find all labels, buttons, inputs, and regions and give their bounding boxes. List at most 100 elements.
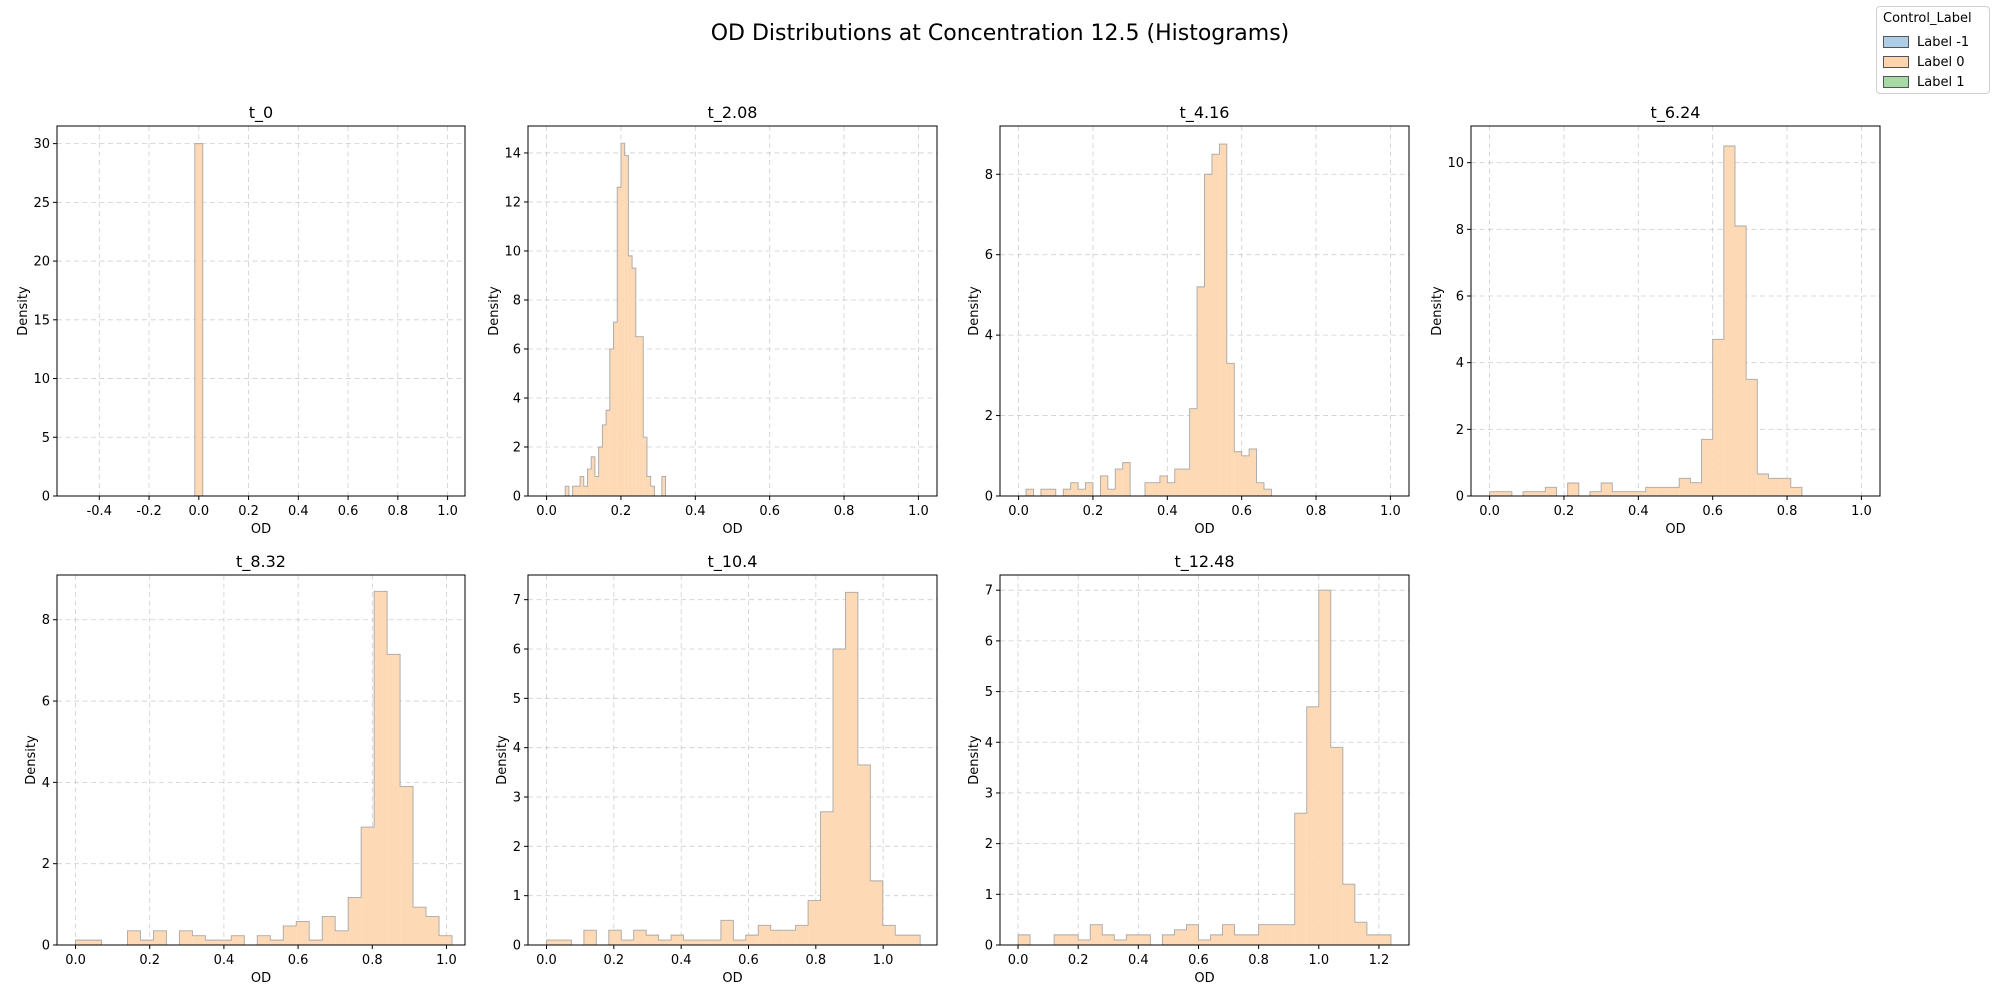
x-axis-label: OD [722, 971, 742, 986]
y-tick-label: 12 [504, 195, 521, 210]
histogram-bar [1534, 491, 1546, 496]
y-tick-label: 0 [513, 939, 521, 954]
histogram-bar [348, 897, 362, 945]
x-axis-label: OD [1194, 522, 1214, 537]
x-tick-label: 1.0 [437, 504, 458, 519]
x-axis-label: OD [1665, 522, 1685, 537]
subplot-title: t_6.24 [1651, 103, 1701, 123]
x-tick-label: 0.8 [362, 953, 383, 968]
y-tick-label: 1 [985, 888, 993, 903]
histogram-bar [643, 437, 647, 496]
legend-swatch [1883, 56, 1909, 68]
y-tick-label: 7 [513, 593, 521, 608]
histogram-bar [1234, 451, 1242, 496]
y-tick-label: 10 [33, 372, 50, 387]
histogram-bar [1589, 491, 1602, 496]
histogram-bar [576, 486, 581, 496]
histogram-bar [1779, 478, 1791, 496]
x-tick-label: 0.8 [387, 504, 408, 519]
histogram-bar [1263, 489, 1272, 496]
histogram-bar [635, 336, 640, 496]
x-tick-label: 0.2 [139, 953, 160, 968]
axes-frame [56, 574, 466, 946]
histogram-bar [270, 940, 284, 945]
histogram-bar [808, 900, 821, 945]
histogram-bar [257, 935, 271, 945]
x-tick-label: 0.6 [1188, 953, 1209, 968]
x-axis-label: OD [251, 522, 271, 537]
histogram-bar [770, 930, 784, 945]
histogram-bar [194, 143, 203, 496]
y-tick-label: 2 [513, 440, 521, 455]
y-tick-label: 0 [1456, 490, 1464, 505]
legend-item-label-0: Label 0 [1883, 53, 1964, 71]
histogram-bar [628, 255, 633, 496]
y-tick-label: 8 [513, 293, 521, 308]
x-tick-label: 1.0 [873, 953, 894, 968]
histogram-bar [632, 268, 636, 496]
histogram-bar [1246, 934, 1259, 945]
histogram-bar [671, 935, 684, 945]
histogram-bar [583, 930, 597, 945]
subplot-grid: -0.4 -0.2 0.0 0.2 0.4 0.6 0.8 1.0051015202530t_… [16, 103, 1881, 986]
x-tick-label: 0.8 [1777, 504, 1798, 519]
histogram-bar [783, 930, 796, 945]
histogram-bar [296, 921, 310, 945]
histogram-bar [1489, 491, 1501, 496]
histogram-bar [1623, 491, 1635, 496]
histogram-bar [1162, 934, 1175, 945]
histogram-bar [231, 935, 245, 945]
y-tick-label: 4 [985, 736, 993, 751]
histogram-bar [658, 940, 672, 945]
histogram-bar [88, 940, 102, 945]
x-tick-label: 0.6 [738, 953, 759, 968]
y-tick-label: 2 [42, 857, 50, 872]
histogram-bar [1222, 924, 1235, 945]
y-axis-label: Density [1430, 286, 1445, 336]
y-tick-label: 14 [504, 146, 521, 161]
y-tick-label: 2 [513, 840, 521, 855]
histogram-bar [845, 592, 858, 945]
axes-frame [527, 574, 938, 946]
axes-frame [56, 125, 466, 497]
x-tick-label: -0.4 [87, 504, 112, 519]
histogram-bar [1145, 482, 1153, 496]
histogram-bar [361, 827, 375, 945]
histogram-bar [335, 930, 349, 945]
histogram-bar [613, 322, 618, 496]
axes-frame [527, 125, 938, 497]
histogram-bar [1182, 469, 1190, 496]
y-tick-label: 0 [513, 490, 521, 505]
x-axis-label: OD [722, 522, 742, 537]
histogram-bar [558, 940, 572, 945]
x-tick-label: 0.2 [603, 953, 624, 968]
y-tick-label: 4 [513, 391, 521, 406]
histogram-bar [1198, 939, 1211, 945]
subplot-t_12.48: 0.0 0.2 0.4 0.6 0.8 1.0 1.2 0 1 2 3 4 5 6 7 t_12.48 OD De… [967, 552, 1410, 986]
histogram-bar [413, 907, 427, 945]
histogram-bar [1354, 922, 1367, 945]
histogram-bar [309, 940, 323, 945]
histogram-bar [1294, 813, 1307, 945]
y-axis-label: Density [487, 286, 502, 336]
histogram-bar [1306, 706, 1319, 945]
x-tick-label: 0.4 [685, 504, 706, 519]
histogram-bar [1701, 439, 1713, 496]
x-tick-label: 0.8 [805, 953, 826, 968]
subplot-title: t_4.16 [1180, 103, 1230, 123]
histogram-bar [708, 940, 721, 945]
histogram-bar [606, 410, 610, 496]
legend-title: Control_Label [1883, 11, 1972, 26]
histogram-bar [1159, 475, 1168, 496]
y-tick-label: 5 [985, 685, 993, 700]
histogram-bar [580, 476, 584, 496]
histogram-bar [895, 935, 921, 945]
histogram-bar [870, 880, 883, 945]
y-tick-label: 0 [42, 490, 50, 505]
y-tick-label: 20 [33, 255, 50, 270]
histogram-bar [1048, 489, 1056, 496]
histogram-bar [1219, 144, 1227, 496]
histogram-bar [1090, 924, 1103, 945]
y-tick-label: 4 [42, 776, 50, 791]
x-axis-label: OD [1194, 971, 1214, 986]
